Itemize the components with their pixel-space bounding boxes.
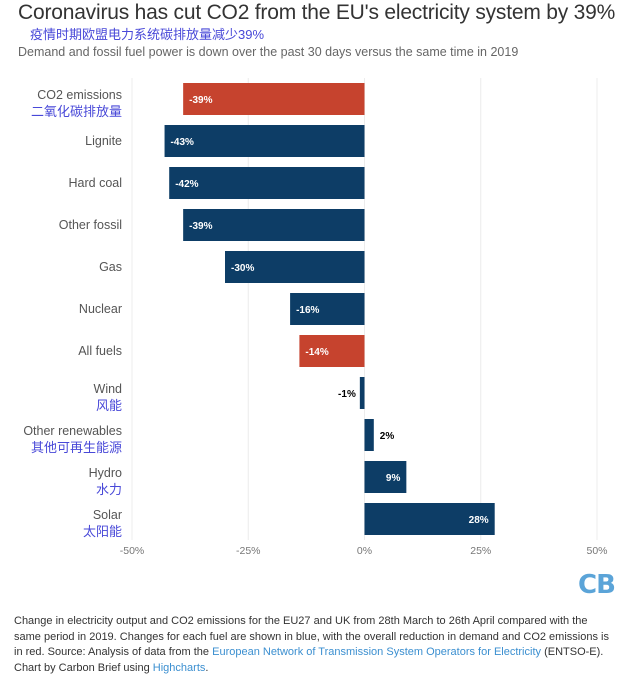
category-label-translation: 水力 [96,482,122,497]
bar [169,167,365,199]
data-label: -43% [171,137,194,148]
caption-text: Change in electricity output and CO2 emi… [14,615,609,658]
data-label: -1% [338,389,356,400]
category-label: Nuclear [79,302,122,316]
bar [183,209,365,241]
category-label: Hard coal [69,176,123,190]
x-tick-label: 50% [586,545,607,557]
category-label: Hydro [89,466,122,480]
category-label-translation: 太阳能 [83,524,122,539]
chart-subtitle: Demand and fossil fuel power is down ove… [18,45,519,59]
data-label: -42% [175,179,198,190]
bar [364,461,407,493]
chart-title-translation: 疫情时期欧盟电力系统碳排放量减少39% [30,27,265,42]
category-label: Other renewables [23,424,122,438]
bar [164,125,365,157]
data-label: 9% [386,473,401,484]
x-tick-label: 25% [470,545,491,557]
data-label: -30% [231,263,254,274]
category-label-translation: 二氧化碳排放量 [31,104,122,119]
category-label-translation: 风能 [96,398,122,413]
bar [183,83,365,115]
data-label: -16% [296,305,319,316]
caption-text: . [205,661,209,674]
chart-caption: Change in electricity output and CO2 emi… [14,614,614,676]
data-label: -39% [189,221,212,232]
category-label-translation: 其他可再生能源 [31,440,122,455]
bar [364,503,495,535]
chart-title: Coronavirus has cut CO2 from the EU's el… [18,1,616,24]
category-label: Wind [94,382,123,396]
category-label: CO2 emissions [37,88,122,102]
category-label: Lignite [85,134,122,148]
caption-text: (ENTSO-E). Chart by Carbon Brief using [14,646,604,674]
data-label: -14% [305,347,328,358]
highcharts-link[interactable]: Highcharts [152,661,206,674]
bar [299,335,365,367]
data-label: -39% [189,95,212,106]
category-label: All fuels [78,344,122,358]
bar [225,251,365,283]
carbon-brief-logo: CB [578,570,616,600]
bar [364,419,374,451]
x-tick-label: 0% [357,545,372,557]
bar [290,293,365,325]
category-label: Other fossil [59,218,122,232]
category-label: Gas [99,260,122,274]
bar-chart: -50% -25% 0% 25% 50% CO2 emissions 二氧化碳排放量 -39%… [23,78,608,557]
data-label: 2% [380,431,395,442]
data-label: 28% [469,515,489,526]
category-label: Solar [93,508,122,522]
x-tick-label: -25% [236,545,261,557]
entsoe-link[interactable]: European Network of Transmission System … [212,646,542,658]
x-tick-label: -50% [120,545,145,557]
bar [359,377,365,409]
